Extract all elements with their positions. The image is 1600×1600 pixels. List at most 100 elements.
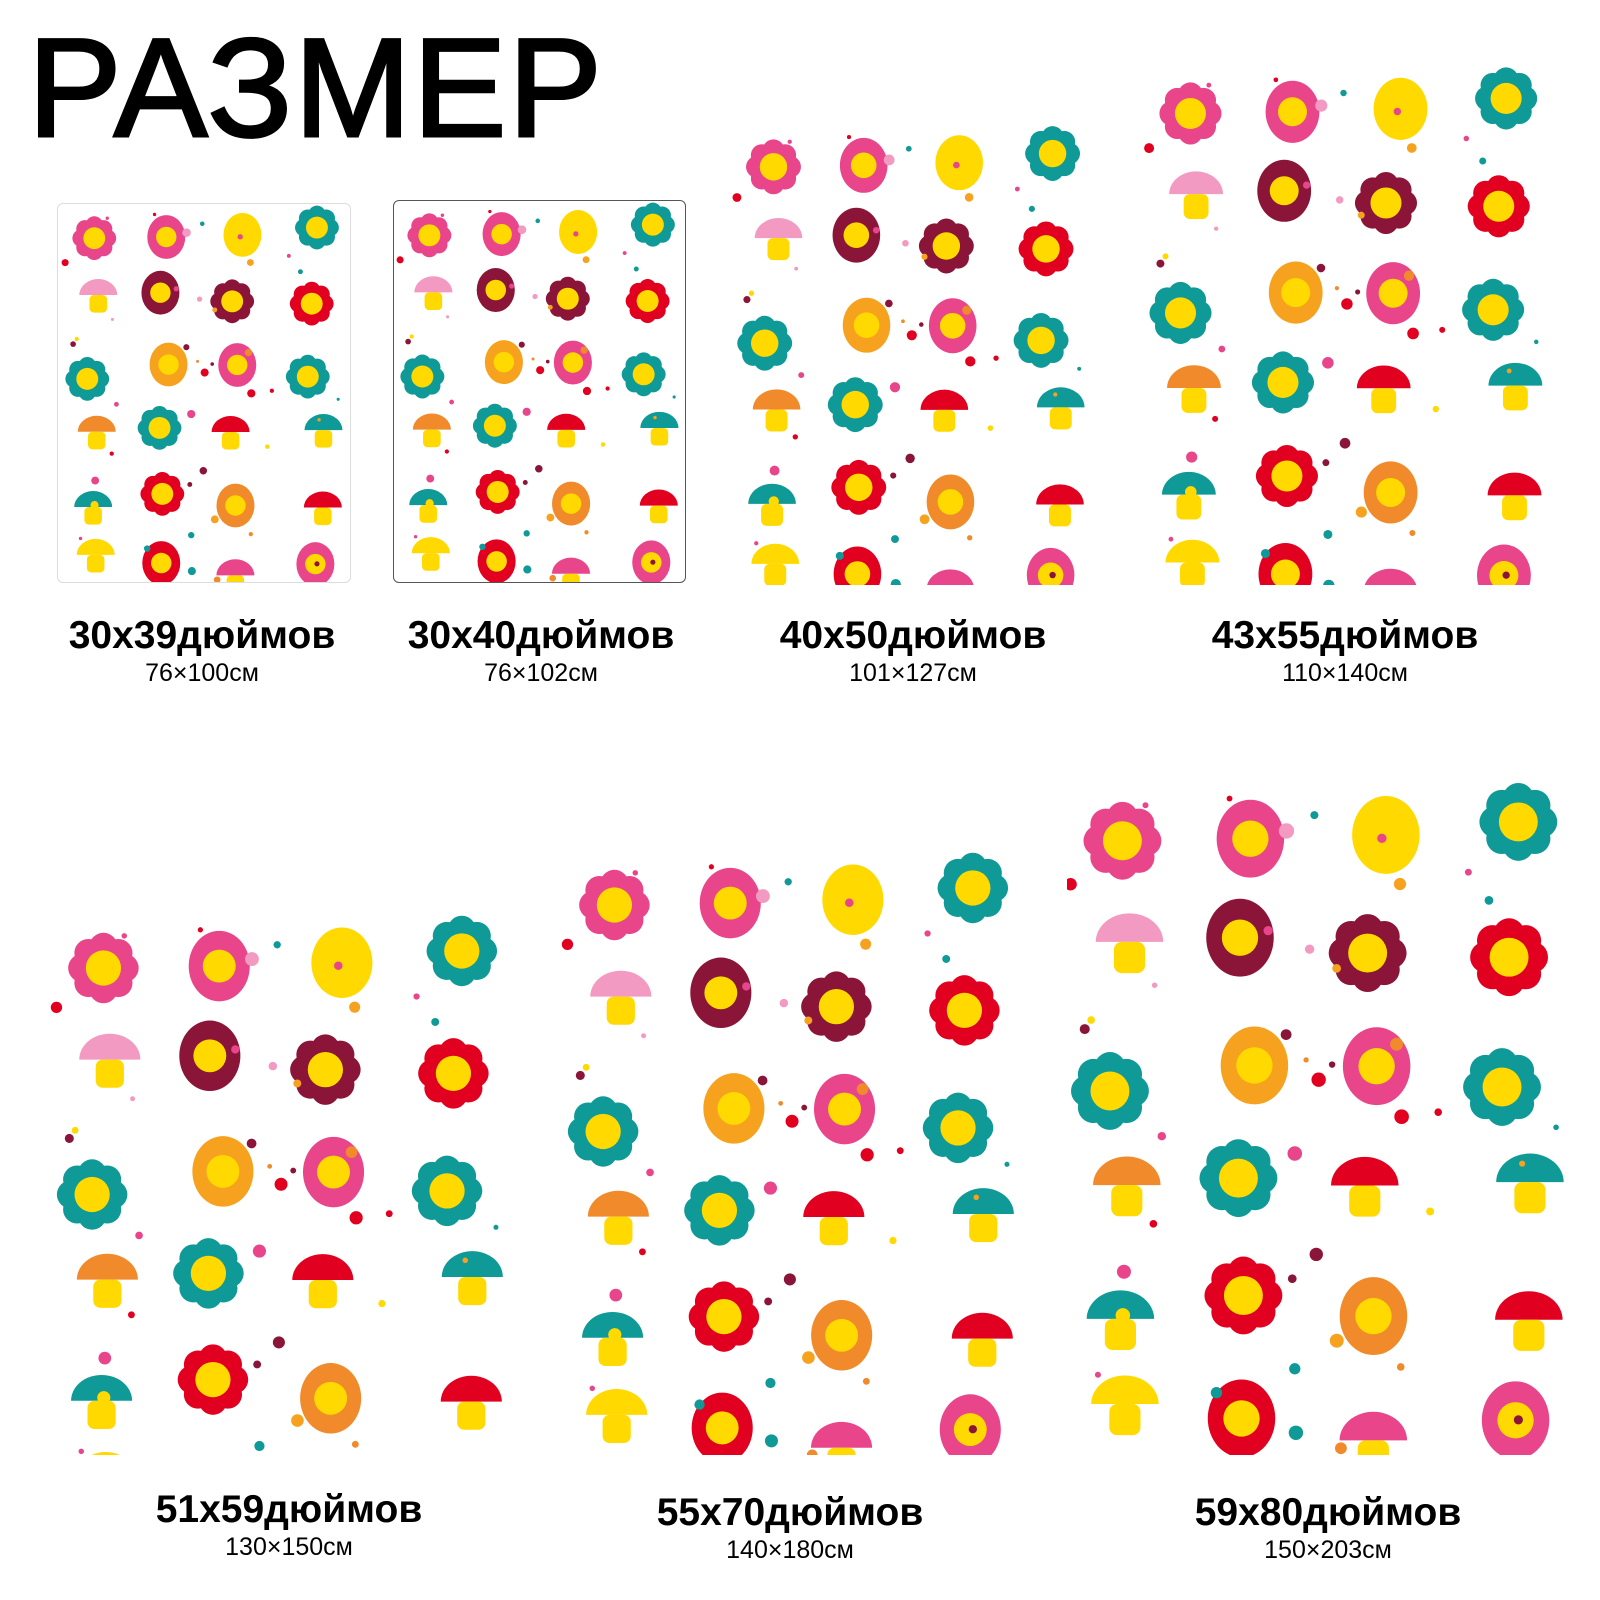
- mushroom-cap: [1495, 1291, 1563, 1320]
- confetti-dot: [248, 531, 253, 537]
- mushroom-stem: [84, 507, 102, 525]
- confetti-dot: [653, 415, 657, 420]
- confetti-dot: [187, 409, 196, 419]
- confetti-dot: [444, 449, 450, 454]
- confetti-dot: [200, 368, 209, 377]
- pattern-image: [396, 202, 679, 582]
- mushroom-stem: [764, 563, 787, 585]
- blob-center: [844, 561, 871, 585]
- mushroom-stem: [1049, 407, 1072, 430]
- confetti-dot: [210, 515, 219, 524]
- mushroom-cap: [74, 491, 113, 508]
- flower-center: [750, 329, 779, 357]
- mushroom-cap: [1036, 484, 1084, 505]
- confetti-dot: [378, 1299, 386, 1308]
- size-cm: 110×140см: [1282, 659, 1408, 687]
- mushroom-cap: [590, 970, 652, 997]
- blob-center: [567, 221, 589, 243]
- size-inches: 51x59дюймов: [155, 1488, 423, 1531]
- mushroom-stem: [1048, 504, 1071, 527]
- confetti-dot: [74, 336, 79, 342]
- confetti-dot: [426, 474, 435, 483]
- confetti-dot: [199, 221, 205, 227]
- confetti-dot: [1288, 1425, 1304, 1440]
- mushroom-cap: [1488, 362, 1543, 386]
- confetti-dot: [1341, 298, 1353, 310]
- flower-center: [641, 213, 664, 236]
- blob-center: [486, 551, 507, 572]
- blob-center: [202, 949, 236, 983]
- confetti-dot: [61, 259, 69, 267]
- confetti-dot: [650, 559, 656, 565]
- size-inches: 55x70дюймов: [656, 1491, 924, 1534]
- confetti-dot: [1185, 486, 1197, 498]
- confetti-dot: [336, 397, 340, 401]
- confetti-dot: [785, 1114, 799, 1128]
- confetti-dot: [763, 1181, 778, 1195]
- confetti-dot: [1311, 1072, 1326, 1087]
- flower-center: [151, 482, 174, 505]
- confetti-dot: [1309, 1247, 1323, 1262]
- confetti-dot: [765, 1377, 776, 1389]
- confetti-dot: [78, 1448, 85, 1455]
- confetti-dot: [245, 952, 259, 967]
- confetti-dot: [584, 530, 589, 535]
- blob-center: [151, 552, 172, 574]
- confetti-dot: [286, 253, 291, 258]
- mushroom-cap: [1331, 1156, 1399, 1186]
- page-title: РАЗМЕР: [27, 9, 604, 166]
- confetti-dot: [1287, 1274, 1297, 1284]
- confetti-dot: [1432, 405, 1439, 413]
- confetti-dot: [1553, 1124, 1559, 1131]
- blob-center: [317, 1155, 350, 1189]
- confetti-dot: [1079, 1024, 1090, 1035]
- mushroom-cap: [79, 1033, 141, 1060]
- mushroom-cap: [441, 1251, 503, 1277]
- flower-center: [1223, 1275, 1263, 1315]
- blob-center: [562, 352, 584, 373]
- mushroom-cap: [412, 413, 451, 430]
- confetti-dot: [246, 259, 254, 266]
- confetti-dot: [1149, 1220, 1158, 1228]
- confetti-dot: [1357, 211, 1365, 219]
- confetti-dot: [210, 362, 215, 366]
- confetti-dot: [924, 930, 931, 937]
- mushroom-stem: [423, 429, 441, 448]
- confetti-dot: [1226, 795, 1233, 802]
- mushroom-cap: [77, 415, 116, 432]
- blob-center: [1376, 477, 1406, 507]
- flower-center: [429, 1173, 465, 1209]
- confetti-dot: [1328, 1061, 1336, 1068]
- confetti-dot: [1094, 1371, 1101, 1378]
- confetti-dot: [1484, 896, 1494, 905]
- mushroom-cap: [639, 489, 678, 506]
- confetti-dot: [582, 1063, 590, 1071]
- confetti-dot: [385, 1210, 393, 1218]
- confetti-dot: [110, 317, 114, 321]
- confetti-dot: [293, 1079, 302, 1088]
- confetti-dot: [1406, 143, 1417, 153]
- flower-center: [190, 1255, 227, 1292]
- blob-center: [156, 226, 177, 248]
- size-cm: 101×127см: [849, 659, 977, 687]
- flower-center: [1490, 82, 1522, 114]
- confetti-dot: [860, 1148, 874, 1162]
- confetti-dot: [835, 551, 844, 560]
- confetti-dot: [1393, 877, 1407, 891]
- confetti-dot: [1393, 107, 1402, 116]
- mushroom-cap: [216, 559, 255, 576]
- confetti-dot: [561, 938, 574, 951]
- flower-center: [296, 365, 319, 388]
- confetti-dot: [1332, 963, 1342, 973]
- confetti-dot: [252, 1244, 267, 1258]
- flower-center: [1027, 326, 1055, 355]
- confetti-dot: [1144, 143, 1155, 154]
- confetti-dot: [889, 382, 901, 393]
- confetti-dot: [575, 1070, 585, 1081]
- flower-center: [841, 390, 869, 419]
- flower-center: [221, 290, 244, 313]
- confetti-dot: [1186, 451, 1198, 463]
- confetti-dot: [247, 389, 256, 398]
- mushroom-cap: [951, 1312, 1013, 1339]
- confetti-dot: [405, 338, 411, 345]
